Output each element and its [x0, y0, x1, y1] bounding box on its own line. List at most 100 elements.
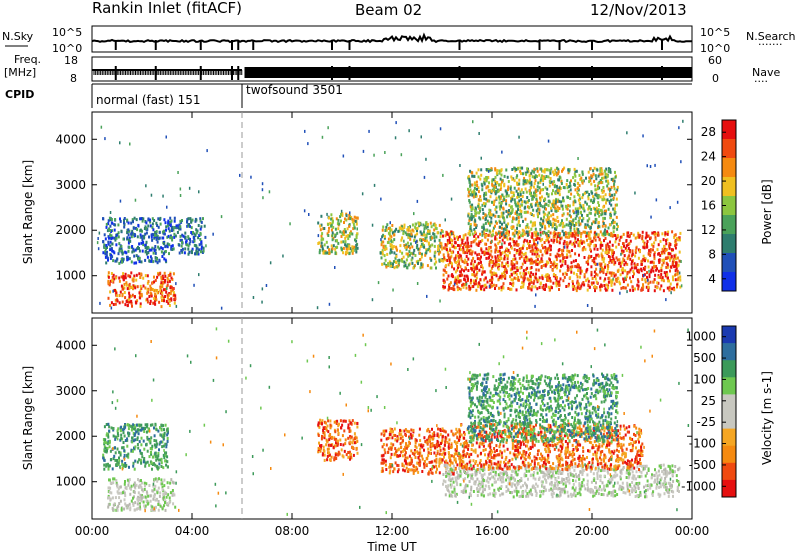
echo-cell	[111, 426, 113, 429]
echo-cell	[385, 226, 387, 229]
echo-cell	[327, 448, 329, 451]
echo-cell	[131, 251, 133, 254]
echo-cell	[590, 208, 592, 211]
echo-cell	[410, 230, 412, 233]
echo-cell	[580, 211, 582, 214]
echo-cell	[164, 491, 166, 494]
echo-cell	[289, 222, 291, 225]
echo-cell	[119, 141, 121, 144]
echo-cell	[570, 229, 572, 232]
echo-cell	[542, 177, 544, 180]
echo-cell	[602, 217, 604, 220]
echo-cell	[568, 235, 570, 238]
echo-cell	[520, 193, 522, 196]
echo-cell	[112, 259, 114, 262]
echo-cell	[120, 291, 122, 294]
echo-cell	[488, 170, 490, 173]
echo-cell	[443, 279, 445, 282]
colorbar-swatch	[722, 215, 736, 235]
echo-cell	[469, 217, 471, 220]
echo-cell	[481, 239, 483, 242]
echo-cell	[169, 230, 171, 233]
freq-left-tick-top: 18	[64, 54, 78, 67]
echo-cell	[537, 215, 539, 218]
echo-cell	[499, 208, 501, 211]
echo-cell	[523, 283, 525, 286]
echo-cell	[491, 256, 493, 259]
echo-cell	[607, 180, 609, 183]
echo-cell	[657, 248, 659, 251]
echo-cell	[154, 434, 156, 437]
echo-cell	[482, 216, 484, 219]
echo-cell	[511, 209, 513, 212]
echo-cell	[162, 466, 164, 469]
echo-cell	[113, 477, 115, 480]
echo-cell	[440, 232, 442, 235]
echo-cell	[614, 180, 616, 183]
echo-cell	[605, 245, 607, 248]
echo-cell	[640, 263, 642, 266]
echo-cell	[511, 178, 513, 181]
echo-cell	[521, 286, 523, 289]
echo-cell	[328, 438, 330, 441]
echo-cell	[488, 263, 490, 266]
echo-cell	[505, 169, 507, 172]
echo-cell	[466, 275, 468, 278]
echo-cell	[417, 282, 419, 285]
echo-cell	[616, 223, 618, 226]
echo-cell	[617, 270, 619, 273]
echo-cell	[327, 425, 329, 428]
echo-cell	[602, 268, 604, 271]
echo-cell	[613, 230, 615, 233]
echo-cell	[327, 126, 329, 129]
echo-cell	[171, 239, 173, 242]
echo-cell	[567, 168, 569, 171]
echo-cell	[505, 202, 507, 205]
echo-cell	[163, 428, 165, 431]
echo-cell	[539, 186, 541, 189]
echo-cell	[491, 201, 493, 204]
echo-cell	[667, 279, 669, 282]
echo-cell	[158, 448, 160, 451]
echo-cell	[626, 249, 628, 252]
echo-cell	[102, 454, 104, 457]
echo-cell	[169, 217, 171, 220]
echo-cell	[321, 437, 323, 440]
echo-cell	[416, 244, 418, 247]
echo-cell	[667, 233, 669, 236]
echo-cell	[497, 190, 499, 193]
echo-cell	[173, 481, 175, 484]
echo-cell	[511, 220, 513, 223]
echo-cell	[164, 295, 166, 298]
echo-cell	[408, 129, 410, 132]
colorbar-tick-label: 20	[701, 174, 716, 188]
echo-cell	[345, 240, 347, 243]
echo-cell	[169, 482, 171, 485]
echo-cell	[501, 181, 503, 184]
echo-cell	[140, 462, 142, 465]
echo-cell	[402, 232, 404, 235]
echo-cell	[147, 495, 149, 498]
echo-cell	[109, 445, 111, 448]
echo-cell	[511, 247, 513, 250]
echo-cell	[557, 220, 559, 223]
echo-cell	[544, 204, 546, 207]
echo-cell	[410, 243, 412, 246]
echo-cell	[519, 224, 521, 227]
echo-cell	[483, 202, 485, 205]
echo-cell	[535, 293, 537, 296]
echo-cell	[588, 176, 590, 179]
echo-cell	[506, 215, 508, 218]
echo-cell	[328, 217, 330, 220]
echo-cell	[105, 465, 107, 468]
echo-cell	[394, 230, 396, 233]
echo-cell	[151, 489, 153, 492]
echo-cell	[471, 171, 473, 174]
echo-cell	[152, 260, 154, 263]
echo-cell	[456, 254, 458, 257]
echo-cell	[482, 212, 484, 215]
echo-cell	[124, 498, 126, 501]
echo-cell	[646, 276, 648, 279]
echo-cell	[120, 230, 122, 233]
echo-cell	[126, 437, 128, 440]
